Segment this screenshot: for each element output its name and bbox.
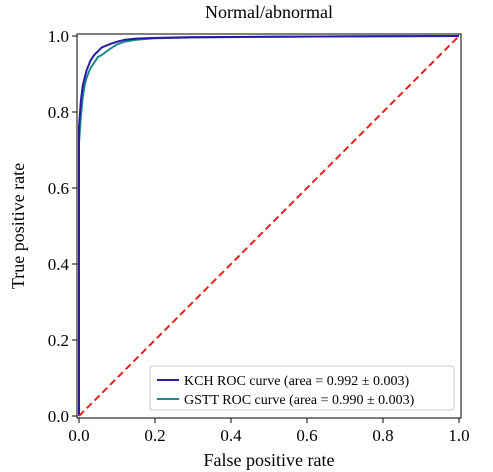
y-tick-label: 0.0: [48, 407, 69, 426]
x-tick-label: 0.8: [372, 426, 393, 445]
plot-frame: [76, 33, 462, 419]
legend-label: KCH ROC curve (area = 0.992 ± 0.003): [184, 374, 409, 389]
y-axis-title: True positive rate: [8, 163, 28, 289]
y-tick-label: 1.0: [48, 27, 69, 46]
y-tick-label: 0.4: [48, 255, 70, 274]
legend: KCH ROC curve (area = 0.992 ± 0.003) GSTT…: [149, 365, 455, 411]
x-axis-title: False positive rate: [204, 450, 335, 470]
legend-label: GSTT ROC curve (area = 0.990 ± 0.003): [184, 393, 415, 408]
y-tick-label: 0.8: [48, 103, 69, 122]
y-axis-ticks: 0.0 0.2 0.4 0.6 0.8 1.0: [48, 27, 77, 426]
y-tick-label: 0.6: [48, 179, 69, 198]
x-tick-label: 0.2: [144, 426, 165, 445]
chance-reference-line: [78, 35, 460, 417]
x-tick-label: 0.6: [296, 426, 317, 445]
series-layer: [78, 35, 460, 417]
x-axis-ticks: 0.0 0.2 0.4 0.6 0.8 1.0: [68, 418, 470, 445]
x-tick-label: 1.0: [448, 426, 469, 445]
y-tick-label: 0.2: [48, 331, 69, 350]
legend-box: [149, 365, 455, 411]
x-tick-label: 0.0: [68, 426, 89, 445]
kch-roc-line: [78, 35, 460, 416]
chart-title: Normal/abnormal: [205, 2, 333, 22]
x-tick-label: 0.4: [220, 426, 242, 445]
